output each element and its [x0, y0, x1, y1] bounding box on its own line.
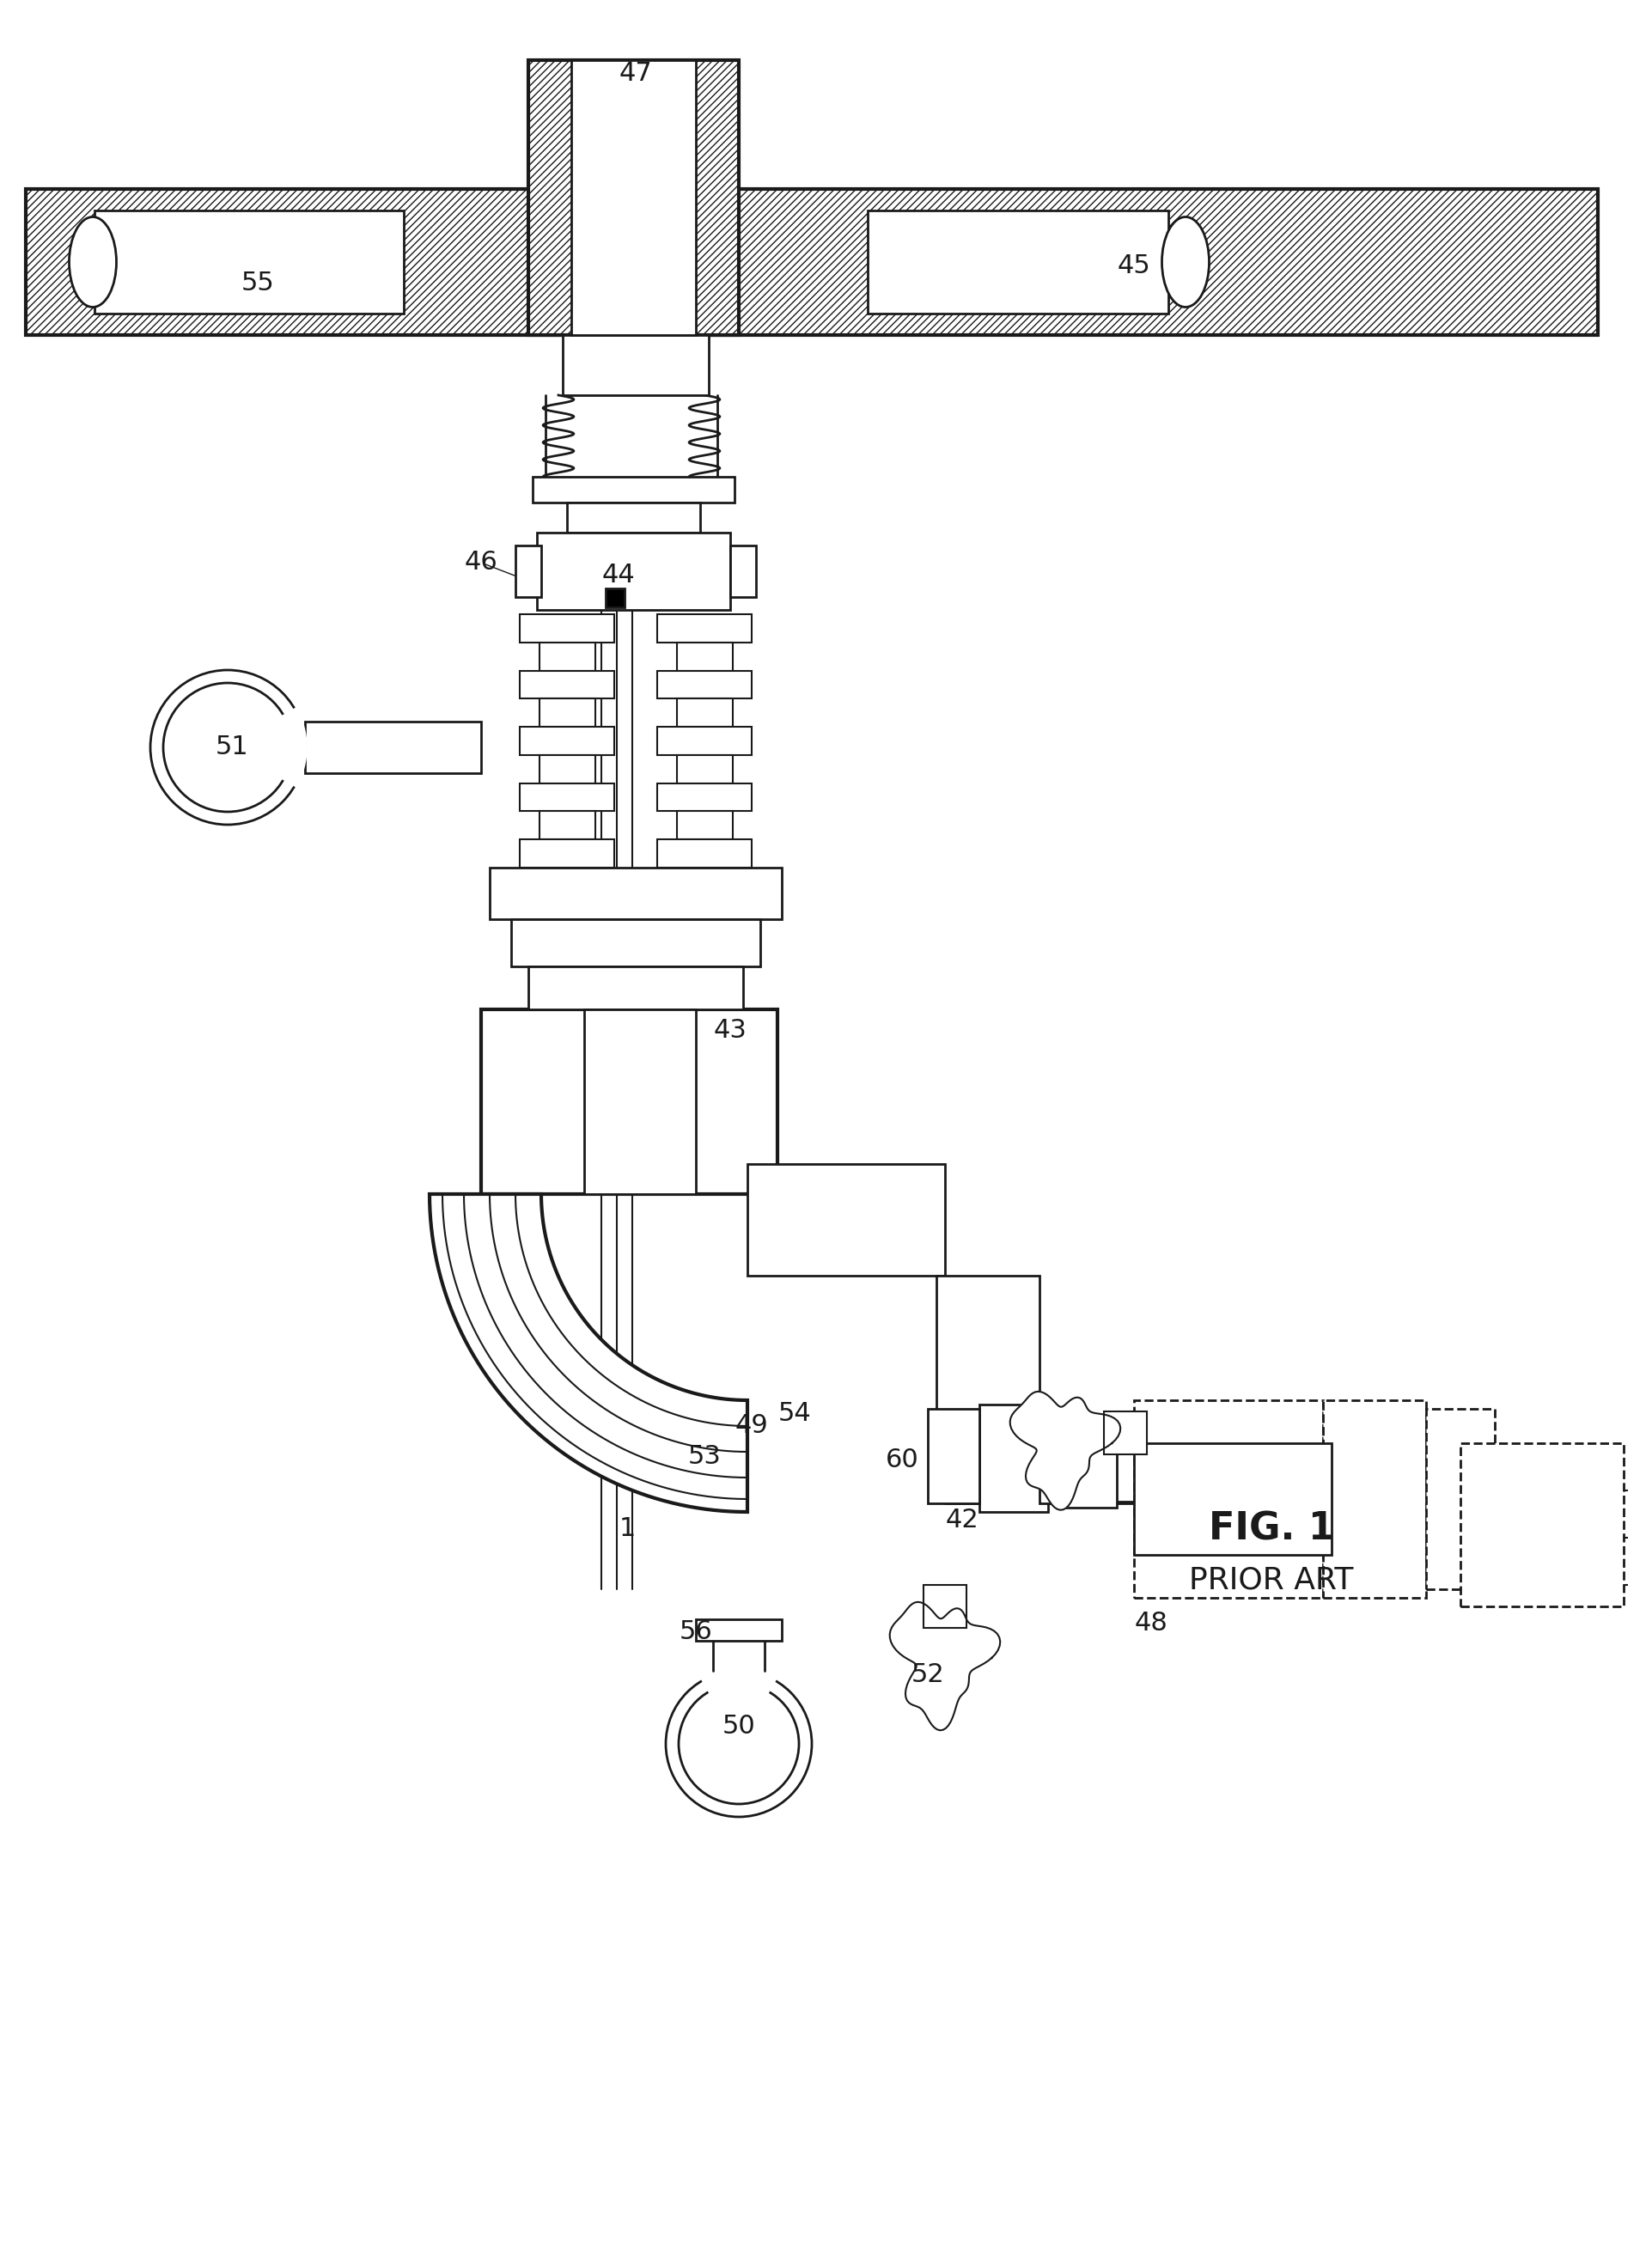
Text: 54: 54: [778, 1400, 811, 1427]
Text: 48: 48: [1133, 1612, 1168, 1637]
Bar: [529, 965, 743, 1008]
Circle shape: [666, 1671, 811, 1818]
Bar: [730, 545, 755, 597]
Bar: [1104, 1411, 1146, 1454]
Bar: [583, 1008, 695, 1194]
Bar: [657, 782, 752, 812]
Circle shape: [164, 683, 292, 812]
Bar: [677, 699, 732, 726]
Bar: [567, 502, 700, 534]
Polygon shape: [889, 1603, 999, 1730]
Wedge shape: [269, 708, 307, 787]
Bar: [539, 755, 595, 782]
Bar: [519, 782, 615, 812]
Bar: [927, 1409, 980, 1504]
Bar: [489, 868, 781, 920]
Bar: [747, 1164, 945, 1275]
Text: 55: 55: [241, 271, 274, 296]
Bar: [695, 1619, 781, 1641]
Bar: [677, 642, 732, 672]
Text: 50: 50: [722, 1714, 755, 1739]
Bar: [1133, 1400, 1322, 1599]
Circle shape: [679, 1684, 798, 1804]
Bar: [539, 699, 595, 726]
Text: 56: 56: [679, 1619, 712, 1644]
Bar: [657, 672, 752, 699]
Bar: [605, 588, 624, 608]
Bar: [562, 335, 709, 396]
Text: 53: 53: [687, 1443, 720, 1470]
Text: 42: 42: [945, 1508, 978, 1533]
Text: 49: 49: [735, 1413, 768, 1438]
Text: FIG. 1: FIG. 1: [1208, 1510, 1333, 1547]
Text: 46: 46: [464, 549, 497, 574]
Polygon shape: [306, 721, 481, 773]
Ellipse shape: [1161, 217, 1209, 307]
Bar: [519, 839, 615, 868]
Bar: [539, 642, 595, 672]
Text: 44: 44: [601, 563, 634, 588]
Polygon shape: [1009, 1391, 1120, 1510]
Bar: [867, 210, 1168, 314]
Bar: [532, 477, 733, 502]
Bar: [937, 1275, 1039, 1418]
Bar: [657, 839, 752, 868]
Text: 43: 43: [714, 1017, 747, 1042]
Bar: [980, 1404, 1047, 1513]
Bar: [677, 755, 732, 782]
Bar: [26, 190, 1597, 335]
Polygon shape: [430, 1194, 747, 1513]
Text: 51: 51: [215, 735, 248, 760]
Circle shape: [150, 669, 306, 825]
Bar: [657, 726, 752, 755]
Text: PRIOR ART: PRIOR ART: [1188, 1567, 1353, 1596]
Bar: [1322, 1400, 1426, 1599]
Bar: [1460, 1443, 1622, 1605]
Bar: [539, 812, 595, 839]
Bar: [657, 615, 752, 642]
Bar: [1107, 1424, 1142, 1501]
Bar: [1039, 1422, 1074, 1504]
Text: 1: 1: [618, 1517, 634, 1542]
Bar: [677, 812, 732, 839]
Text: 60: 60: [885, 1447, 919, 1472]
Bar: [94, 210, 403, 314]
Text: 52: 52: [910, 1662, 943, 1687]
Bar: [572, 61, 695, 335]
Ellipse shape: [69, 217, 116, 307]
Bar: [1426, 1409, 1493, 1589]
Bar: [510, 920, 760, 965]
Bar: [515, 545, 540, 597]
Bar: [1064, 1418, 1117, 1508]
Bar: [1133, 1443, 1332, 1556]
Bar: [481, 1008, 776, 1194]
Bar: [519, 672, 615, 699]
Bar: [537, 534, 730, 610]
Bar: [529, 61, 738, 335]
Text: 45: 45: [1117, 253, 1150, 278]
Bar: [519, 726, 615, 755]
Text: 47: 47: [620, 61, 653, 86]
Wedge shape: [700, 1669, 776, 1705]
Bar: [923, 1585, 966, 1628]
Bar: [519, 615, 615, 642]
